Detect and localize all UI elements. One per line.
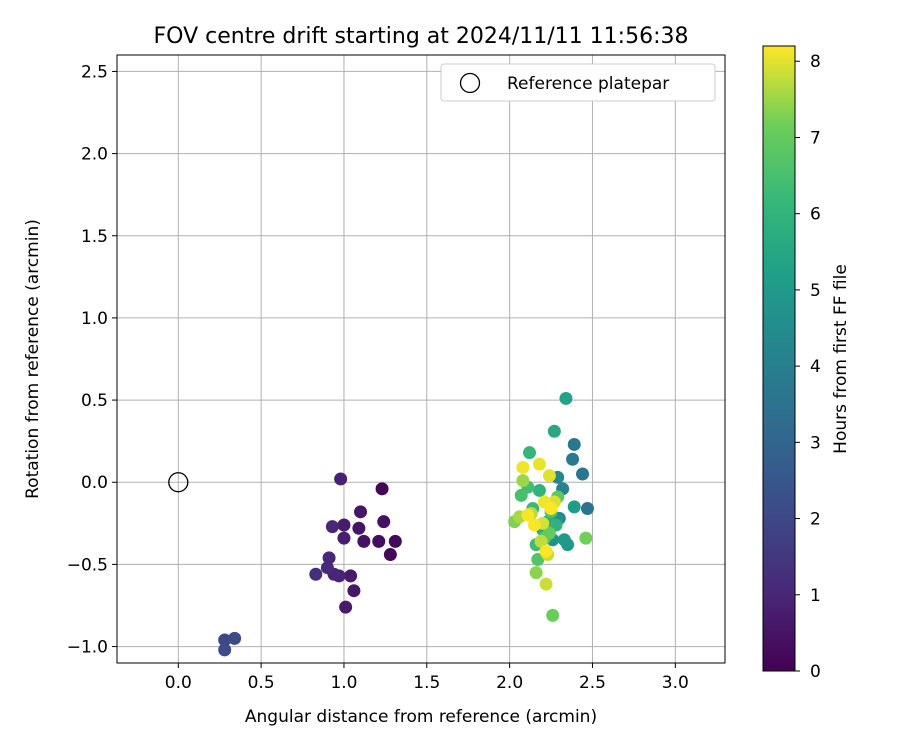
reference-platepar-marker bbox=[168, 472, 189, 493]
chart-title: FOV centre drift starting at 2024/11/11 … bbox=[154, 24, 689, 49]
data-point bbox=[529, 566, 543, 580]
legend-label: Reference platepar bbox=[507, 74, 669, 94]
colorbar-tick-label: 4 bbox=[810, 357, 821, 377]
data-point bbox=[218, 633, 232, 647]
data-point bbox=[566, 452, 580, 466]
colorbar-tick-label: 8 bbox=[810, 52, 821, 72]
data-point bbox=[309, 567, 323, 581]
data-point bbox=[388, 534, 402, 548]
x-tick-label: 3.0 bbox=[662, 673, 689, 693]
x-axis-ticks: 0.0 0.5 1.0 1.5 2.0 2.5 3.0 bbox=[165, 663, 689, 693]
legend-open-circle-marker bbox=[459, 72, 481, 94]
x-tick-label: 2.5 bbox=[579, 673, 606, 693]
y-axis-title: Rotation from reference (arcmin) bbox=[23, 219, 43, 499]
data-point bbox=[325, 520, 339, 534]
data-point bbox=[339, 600, 353, 614]
grid-lines bbox=[117, 55, 725, 663]
y-tick-label: 2.0 bbox=[81, 145, 108, 165]
data-point bbox=[542, 526, 556, 540]
x-tick-label: 0.0 bbox=[165, 673, 192, 693]
data-point bbox=[534, 534, 548, 548]
data-point bbox=[354, 505, 368, 519]
data-point bbox=[352, 521, 366, 535]
data-point bbox=[547, 424, 561, 438]
data-point bbox=[322, 551, 336, 565]
data-point bbox=[559, 391, 573, 405]
data-point bbox=[347, 584, 361, 598]
x-axis-title: Angular distance from reference (arcmin) bbox=[245, 707, 597, 727]
data-point bbox=[375, 482, 389, 496]
data-point bbox=[344, 569, 358, 583]
data-point bbox=[334, 472, 348, 486]
data-point bbox=[580, 502, 594, 516]
data-point bbox=[532, 483, 546, 497]
y-tick-label: 1.0 bbox=[81, 309, 108, 329]
plot-frame bbox=[116, 54, 726, 664]
x-tick-label: 1.0 bbox=[330, 673, 357, 693]
colorbar-tick-label: 5 bbox=[810, 281, 821, 301]
colorbar-tick-label: 7 bbox=[810, 128, 821, 148]
data-point bbox=[514, 488, 528, 502]
data-point bbox=[523, 446, 537, 460]
data-point bbox=[337, 518, 351, 532]
data-point bbox=[531, 552, 545, 566]
data-point bbox=[516, 474, 530, 488]
data-point bbox=[377, 515, 391, 529]
colorbar-tick-label: 2 bbox=[810, 510, 821, 530]
y-tick-label: 2.5 bbox=[81, 62, 108, 82]
data-point bbox=[546, 608, 560, 622]
colorbar-tick-label: 3 bbox=[810, 433, 821, 453]
data-point bbox=[557, 533, 571, 547]
y-tick-label: 0.5 bbox=[81, 391, 108, 411]
data-point bbox=[516, 460, 530, 474]
data-point bbox=[576, 467, 590, 481]
data-point bbox=[539, 577, 553, 591]
colorbar-tick-label: 1 bbox=[810, 586, 821, 606]
data-point bbox=[228, 631, 242, 645]
data-point bbox=[532, 457, 546, 471]
x-tick-label: 0.5 bbox=[248, 673, 275, 693]
x-tick-label: 2.0 bbox=[496, 673, 523, 693]
colorbar-title: Hours from first FF file bbox=[831, 264, 851, 454]
y-tick-label: 0.0 bbox=[81, 473, 108, 493]
reference-marker bbox=[168, 472, 189, 493]
data-point bbox=[579, 531, 593, 545]
legend: Reference platepar bbox=[440, 63, 716, 102]
data-point bbox=[567, 500, 581, 514]
colorbar-tick-label: 6 bbox=[810, 205, 821, 225]
x-tick-label: 1.5 bbox=[413, 673, 440, 693]
data-point bbox=[337, 531, 351, 545]
y-tick-label: −1.0 bbox=[67, 638, 108, 658]
data-point bbox=[527, 518, 541, 532]
y-tick-label: −0.5 bbox=[67, 555, 108, 575]
data-point bbox=[383, 548, 397, 562]
data-point bbox=[521, 508, 535, 522]
data-point bbox=[567, 437, 581, 451]
colorbar-ticks: 0 1 2 3 4 5 6 7 8 bbox=[795, 52, 821, 682]
colorbar bbox=[762, 45, 796, 672]
y-axis-ticks: −1.0 −0.5 0.0 0.5 1.0 1.5 2.0 2.5 bbox=[67, 62, 117, 658]
data-point bbox=[372, 534, 386, 548]
colorbar-tick-label: 0 bbox=[810, 662, 821, 682]
data-point bbox=[320, 561, 334, 575]
legend-box bbox=[440, 63, 716, 102]
data-point bbox=[544, 502, 558, 516]
data-point bbox=[218, 643, 232, 657]
y-tick-label: 1.5 bbox=[81, 227, 108, 247]
data-points bbox=[218, 391, 594, 657]
data-point bbox=[357, 534, 371, 548]
data-point bbox=[542, 469, 556, 483]
data-point bbox=[539, 544, 553, 558]
